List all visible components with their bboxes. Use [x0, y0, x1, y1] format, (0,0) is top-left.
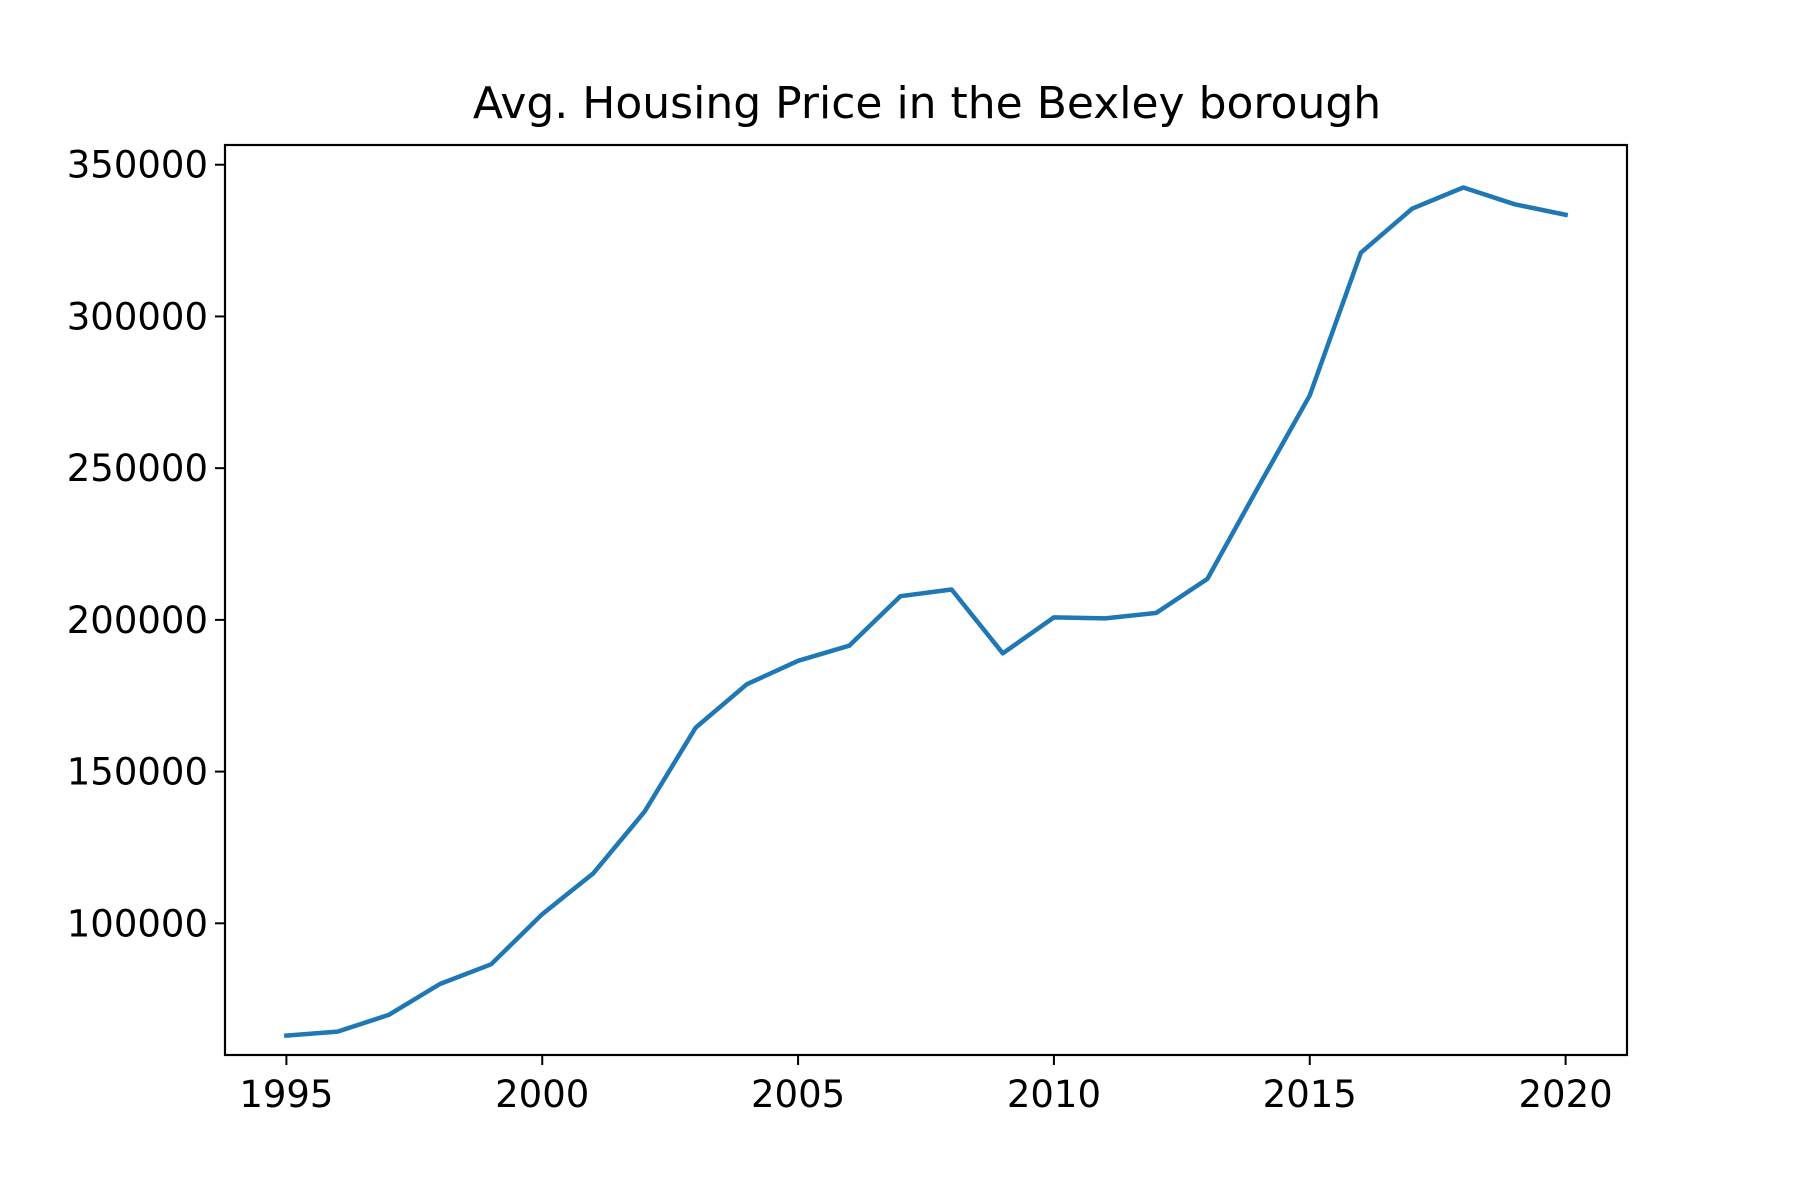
y-tick-label: 350000	[67, 144, 208, 187]
x-tick-label: 2020	[1519, 1073, 1613, 1116]
axes: 1995 2000 2005 2010 2015 2020 100000 150000 2000…	[67, 143, 1629, 1116]
x-tick-label: 2000	[495, 1073, 589, 1116]
x-tick-label: 2005	[751, 1073, 845, 1116]
x-tick-label: 2015	[1263, 1073, 1357, 1116]
y-tick-label: 300000	[67, 295, 208, 338]
y-tick-label: 150000	[67, 751, 208, 794]
y-tick-label: 250000	[67, 447, 208, 490]
y-tick-label: 100000	[67, 902, 208, 945]
chart-title: Avg. Housing Price in the Bexley borough	[473, 78, 1381, 129]
series-line	[283, 185, 1569, 1039]
y-tick-label: 200000	[67, 599, 208, 642]
x-tick-label: 2010	[1007, 1073, 1101, 1116]
x-tick-label: 1995	[239, 1073, 333, 1116]
plot-area	[283, 185, 1569, 1039]
axes-frame	[223, 143, 1629, 1057]
